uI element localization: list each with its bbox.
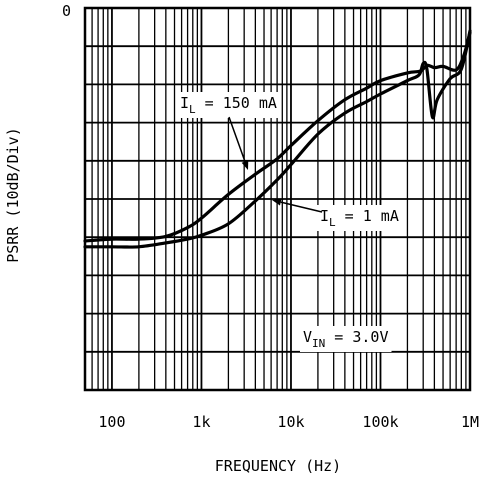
- tick-labels: 100 1k 10k 100k 1M 0: [62, 2, 479, 431]
- series-label-sub: L: [329, 216, 336, 229]
- series-label-150ma-arrow: [228, 116, 246, 162]
- series-line-0: [83, 31, 472, 243]
- vin-main: V: [303, 328, 312, 346]
- y-tick-label: 0: [62, 2, 71, 20]
- series-label-1ma: IL = 1 mA: [317, 205, 402, 231]
- y-axis-label: PSRR (10dB/Div): [4, 127, 22, 262]
- chart-grid: [85, 8, 470, 390]
- svg-text:IL = 1 mA: IL = 1 mA: [320, 207, 399, 229]
- x-tick-label: 100: [98, 413, 125, 431]
- series-line-1: [83, 29, 472, 249]
- series-label-sub: L: [189, 103, 196, 116]
- arrowhead-icon: [272, 198, 282, 206]
- x-tick-label: 1k: [192, 413, 210, 431]
- x-tick-label: 10k: [277, 413, 304, 431]
- series-label-main: I: [180, 94, 189, 112]
- series-label-main: I: [320, 207, 329, 225]
- plot-frame: [83, 6, 472, 392]
- series-label-1ma-arrow: [280, 201, 323, 213]
- arrowhead-icon: [241, 160, 249, 170]
- series-label-rest: = 150 mA: [196, 94, 277, 112]
- series-layer: [83, 29, 472, 249]
- series-label-rest: = 1 mA: [336, 207, 399, 225]
- svg-text:IL = 150 mA: IL = 150 mA: [180, 94, 277, 116]
- x-tick-label: 1M: [461, 413, 479, 431]
- svg-text:VIN = 3.0V: VIN = 3.0V: [303, 328, 389, 350]
- vin-annotation: VIN = 3.0V: [300, 326, 392, 352]
- vin-rest: = 3.0V: [325, 328, 388, 346]
- x-axis-label: FREQUENCY (Hz): [215, 457, 341, 475]
- vin-sub: IN: [312, 337, 325, 350]
- x-tick-label: 100k: [362, 413, 398, 431]
- series-label-150ma: IL = 150 mA: [177, 92, 280, 118]
